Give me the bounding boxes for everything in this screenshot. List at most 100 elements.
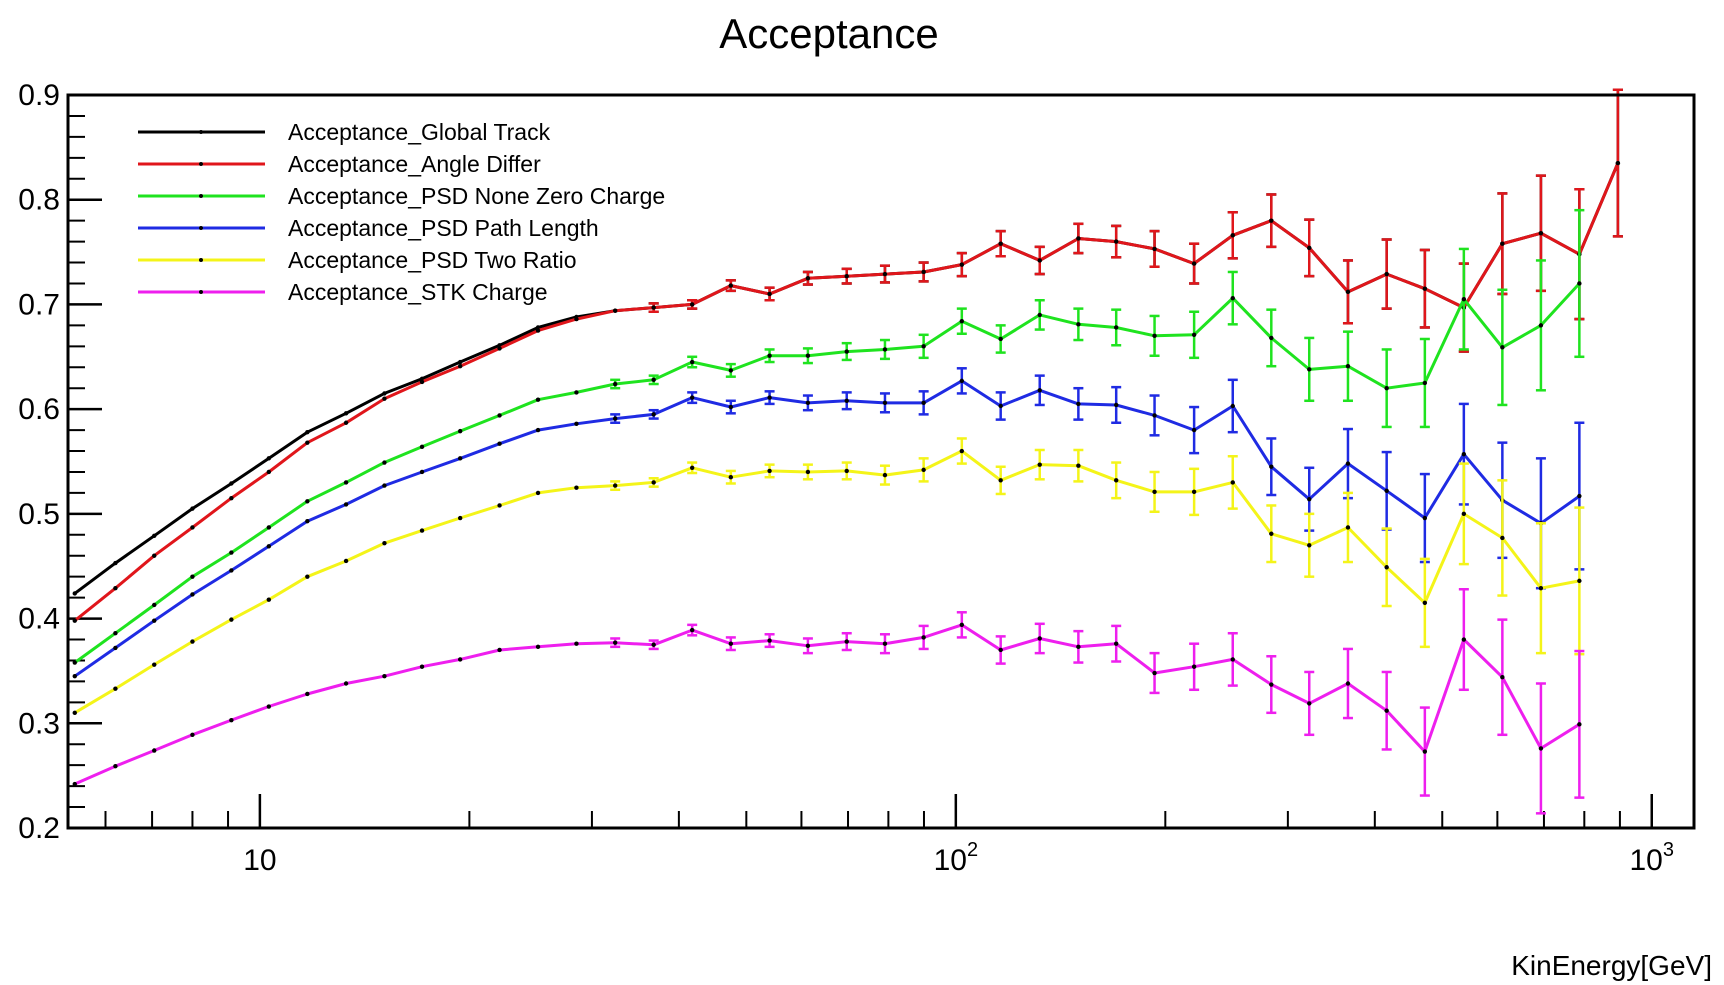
- data-point: [1461, 511, 1467, 517]
- data-point: [1384, 386, 1389, 391]
- data-point: [1384, 708, 1389, 713]
- data-point: [497, 346, 502, 351]
- x-tick-exponent: 3: [1663, 839, 1674, 861]
- data-point: [229, 550, 234, 555]
- series-3: [72, 208, 1585, 665]
- data-point: [305, 429, 310, 435]
- data-point: [229, 481, 234, 486]
- data-point: [382, 460, 387, 465]
- data-point: [457, 456, 463, 461]
- plot-frame: [66, 93, 1696, 830]
- data-point: [844, 468, 849, 474]
- data-point: [1114, 325, 1119, 330]
- legend-marker: [199, 130, 203, 134]
- data-point: [343, 681, 349, 686]
- data-point: [266, 456, 272, 461]
- data-point: [535, 325, 541, 330]
- data-point: [689, 302, 695, 307]
- y-tick-label: 0.2: [18, 812, 60, 845]
- data-point: [343, 420, 349, 425]
- data-point: [343, 558, 349, 564]
- data-point: [767, 468, 772, 474]
- data-point: [266, 469, 272, 475]
- data-point: [305, 499, 310, 504]
- data-point: [959, 378, 965, 384]
- y-tick-label: 0.6: [18, 393, 60, 426]
- data-point: [113, 560, 118, 566]
- data-point: [152, 662, 157, 667]
- data-point: [152, 553, 157, 558]
- data-point: [266, 597, 272, 602]
- data-point: [805, 276, 811, 281]
- data-point: [805, 643, 811, 648]
- data-point: [1230, 295, 1235, 301]
- data-point: [612, 416, 618, 421]
- legend-label-6: Acceptance_STK Charge: [288, 279, 548, 305]
- data-point: [728, 283, 734, 288]
- data-point: [113, 764, 118, 769]
- legend-marker: [199, 194, 203, 198]
- data-point: [535, 644, 541, 650]
- data-point: [689, 359, 695, 365]
- data-point: [1114, 239, 1119, 244]
- data-point: [805, 353, 811, 358]
- series-6: [72, 588, 1585, 815]
- data-point: [229, 568, 234, 573]
- data-point: [72, 710, 77, 716]
- data-point: [419, 664, 425, 669]
- series-4: [72, 367, 1585, 679]
- data-point: [1076, 236, 1081, 241]
- data-point: [612, 308, 618, 313]
- data-point: [1230, 480, 1235, 485]
- data-point: [343, 411, 349, 416]
- series-line: [74, 449, 1580, 715]
- legend-marker: [199, 226, 203, 230]
- data-point: [1230, 233, 1235, 238]
- data-point: [1461, 637, 1467, 642]
- data-point: [574, 641, 579, 646]
- data-point: [1538, 323, 1544, 328]
- x-tick-label: 103: [1630, 839, 1675, 877]
- data-point: [882, 400, 888, 406]
- data-point: [1269, 531, 1274, 536]
- data-point: [1577, 493, 1582, 499]
- data-point: [1422, 380, 1428, 386]
- data-point: [689, 465, 695, 470]
- data-point: [419, 444, 425, 450]
- data-point: [190, 732, 195, 738]
- data-point: [844, 639, 849, 644]
- data-point: [998, 647, 1003, 653]
- data-point: [921, 467, 926, 473]
- data-point: [689, 395, 695, 400]
- data-point: [882, 347, 888, 352]
- data-point: [229, 495, 234, 501]
- data-point: [535, 397, 541, 402]
- data-point: [998, 336, 1003, 342]
- data-point: [113, 645, 118, 651]
- data-point: [382, 540, 387, 546]
- data-point: [1307, 245, 1312, 251]
- data-point: [1307, 496, 1312, 502]
- legend-label-5: Acceptance_PSD Two Ratio: [288, 247, 577, 273]
- data-point: [1345, 364, 1351, 369]
- data-point: [844, 273, 849, 279]
- data-point: [1152, 670, 1157, 676]
- data-point: [1152, 489, 1157, 495]
- x-tick-base: 10: [1630, 844, 1663, 877]
- data-point: [419, 379, 425, 385]
- data-point: [497, 503, 502, 508]
- data-point: [497, 413, 502, 418]
- data-point: [1076, 322, 1081, 327]
- data-point: [457, 364, 463, 369]
- data-point: [1076, 401, 1081, 407]
- data-point: [1037, 462, 1042, 467]
- data-point: [305, 574, 310, 579]
- data-point: [1422, 286, 1428, 291]
- data-point: [419, 469, 425, 475]
- data-point: [1422, 749, 1428, 754]
- data-point: [190, 525, 195, 530]
- data-point: [382, 673, 387, 679]
- x-tick-base: 10: [934, 844, 967, 877]
- y-tick-label: 0.4: [18, 603, 60, 636]
